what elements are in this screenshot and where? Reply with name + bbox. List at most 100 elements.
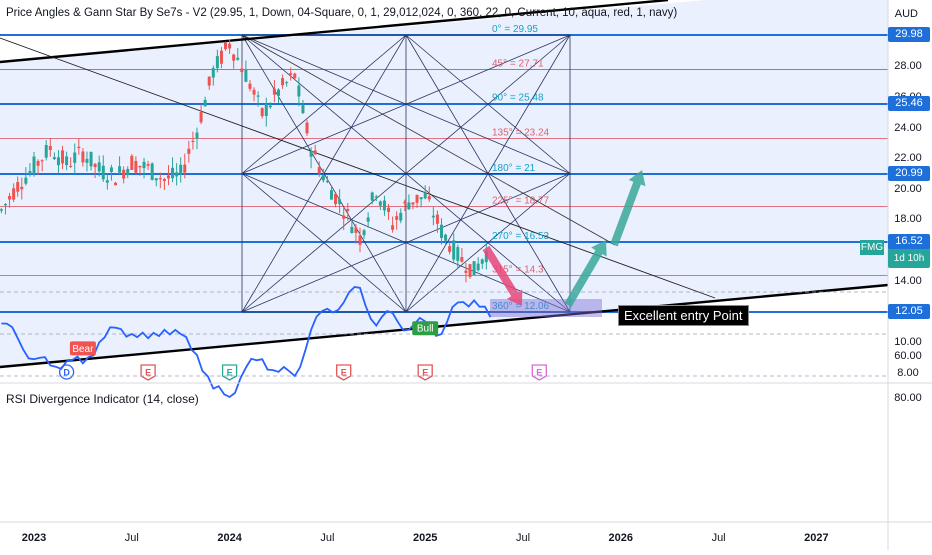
gann-level-label: 135° = 23.24: [492, 127, 550, 138]
entry-zone-box: [490, 299, 602, 317]
level-price-tag[interactable]: 12.05: [888, 304, 930, 319]
price-tick: 14.00: [894, 275, 922, 287]
candle-body: [297, 85, 301, 97]
projection-arrow: [482, 245, 523, 306]
event-letter: E: [422, 368, 428, 378]
candle-body: [191, 140, 195, 142]
event-letter: E: [227, 368, 233, 378]
candle-body: [244, 69, 248, 82]
level-price-tag[interactable]: 20.99: [888, 166, 930, 181]
rsi-tick: 60.00: [894, 350, 922, 362]
candle-body: [464, 270, 468, 273]
candle-body: [20, 186, 24, 190]
candle-body: [232, 54, 236, 61]
candle-body: [162, 178, 166, 181]
candle-body: [480, 259, 484, 264]
candle-body: [28, 171, 32, 174]
divergence-badge: [412, 321, 439, 336]
candle-body: [378, 201, 382, 206]
candle-body: [387, 207, 391, 213]
time-tick: Jul: [320, 532, 334, 544]
symbol-tag[interactable]: FMG: [860, 240, 884, 255]
price-tick: 10.00: [894, 336, 922, 348]
candle-body: [73, 152, 77, 163]
gann-star-line: [241, 173, 407, 313]
candle-body: [277, 89, 280, 96]
indicator-title[interactable]: Price Angles & Gann Star By Se7s - V2 (2…: [6, 7, 678, 19]
candle-body: [154, 178, 158, 181]
currency-label[interactable]: AUD: [894, 8, 918, 20]
candle-body: [24, 177, 28, 184]
candle-body: [52, 157, 56, 160]
candle-body: [16, 182, 20, 192]
time-tick: Jul: [516, 532, 530, 544]
event-marker: E: [140, 364, 156, 381]
price-tick: 8.00: [897, 367, 918, 379]
gann-level-label: 360° = 12.06: [492, 301, 550, 312]
candle-body: [313, 150, 317, 155]
rsi-pane: Bear Bull: [0, 286, 888, 399]
candle-body: [374, 196, 378, 198]
event-marker: D: [58, 364, 75, 380]
candle-body: [264, 103, 268, 116]
candle-body: [456, 247, 460, 261]
rsi-title[interactable]: RSI Divergence Indicator (14, close): [6, 392, 199, 406]
candle-body: [89, 151, 93, 167]
candle-body: [419, 197, 423, 200]
candle-body: [215, 56, 219, 69]
divergence-label: Bull: [417, 324, 434, 335]
candle-body: [199, 111, 203, 123]
time-tick: 2026: [609, 532, 633, 544]
candle-body: [3, 204, 7, 206]
price-tick: 20.00: [894, 183, 922, 195]
candle-body: [179, 164, 183, 175]
event-marker: E: [531, 364, 547, 381]
lower-trendline: [0, 283, 889, 369]
candle-body: [362, 230, 366, 236]
candle-body: [289, 73, 293, 75]
candle-body: [118, 166, 122, 173]
candle-body: [476, 263, 480, 271]
candle-body: [468, 264, 472, 277]
price-tick: 22.00: [894, 152, 922, 164]
candle-body: [122, 169, 126, 179]
level-price-tag[interactable]: 16.52: [888, 234, 930, 249]
projection-arrow: [610, 170, 646, 247]
candle-body: [56, 157, 60, 166]
entry-point-annotation[interactable]: Excellent entry Point: [618, 305, 749, 326]
candle-body: [44, 145, 48, 158]
candle-body: [195, 132, 199, 139]
candle-body: [325, 180, 329, 183]
candle-body: [240, 68, 244, 73]
event-badge: [140, 364, 156, 381]
gann-level-label: 270° = 16.53: [492, 231, 550, 242]
candle-body: [236, 57, 240, 60]
candle-body: [12, 188, 16, 200]
time-tick: Jul: [125, 532, 139, 544]
level-price-tag[interactable]: 25.46: [888, 96, 930, 111]
candle-body: [101, 165, 105, 180]
projection-arrows: [482, 170, 646, 308]
candle-body: [305, 122, 309, 134]
level-price-tag[interactable]: 29.98: [888, 27, 930, 42]
candle-body: [256, 95, 260, 97]
candle-body: [472, 261, 476, 275]
candle-body: [105, 180, 109, 183]
candle-body: [391, 225, 395, 230]
rsi-tick: 80.00: [894, 392, 922, 404]
candle-body: [146, 164, 150, 166]
candle-body: [134, 161, 138, 173]
candle-body: [40, 160, 44, 162]
candle-body: [317, 167, 321, 174]
event-letter: E: [536, 368, 542, 378]
candle-body: [399, 212, 403, 221]
candle-body: [36, 161, 40, 166]
candle-body: [423, 193, 427, 199]
candle-body: [126, 168, 130, 176]
candle-body: [407, 202, 411, 210]
gann-star-line: [241, 34, 571, 174]
